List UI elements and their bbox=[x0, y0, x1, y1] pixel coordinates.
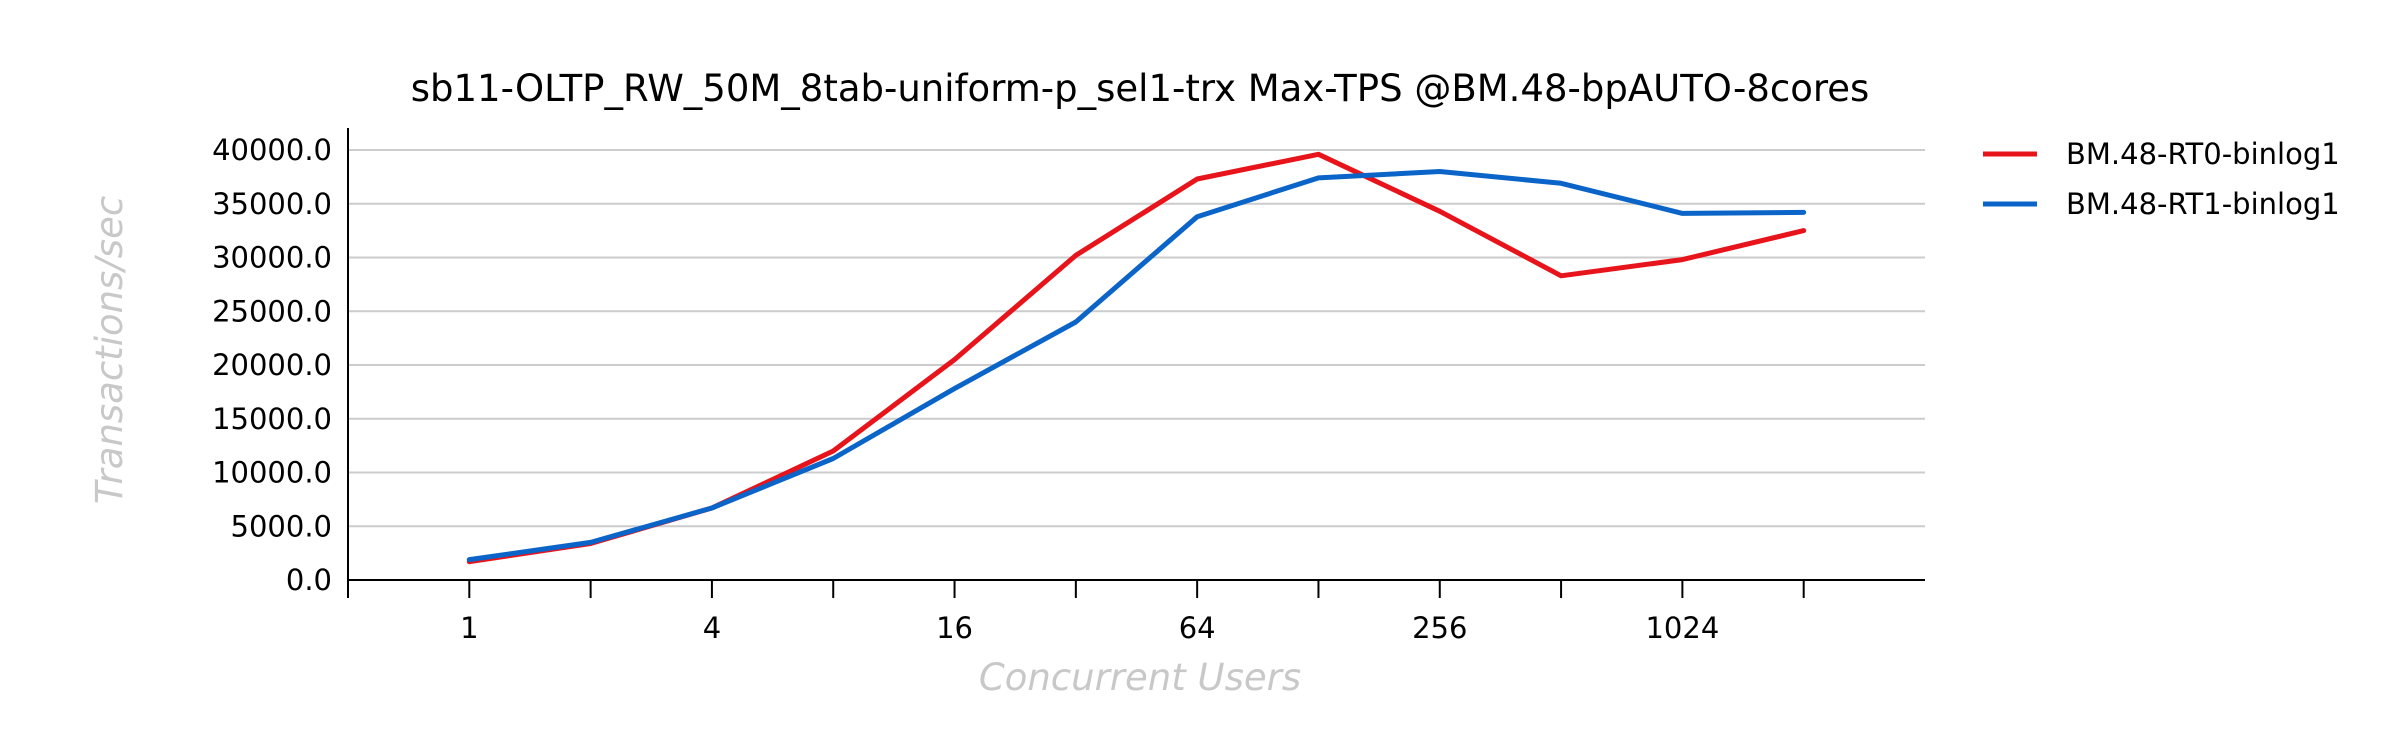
legend-label-2: BM.48-RT1-binlog1 bbox=[2066, 187, 2340, 221]
x-axis-label: Concurrent Users bbox=[979, 656, 1301, 699]
y-tick-label: 0.0 bbox=[286, 563, 332, 597]
x-tick-label: 1 bbox=[460, 611, 478, 645]
x-tick-label: 4 bbox=[703, 611, 721, 645]
y-tick-label: 5000.0 bbox=[231, 509, 332, 543]
series-lines bbox=[466, 151, 1807, 565]
chart-title: sb11-OLTP_RW_50M_8tab-uniform-p_sel1-trx… bbox=[411, 67, 1870, 110]
legend: BM.48-RT0-binlog1 BM.48-RT1-binlog1 bbox=[1983, 137, 2340, 221]
y-tick-label: 20000.0 bbox=[212, 348, 332, 382]
y-tick-label: 25000.0 bbox=[212, 294, 332, 328]
legend-label-1: BM.48-RT0-binlog1 bbox=[2066, 137, 2340, 171]
x-tick-label: 64 bbox=[1179, 611, 1216, 645]
y-tick-label: 10000.0 bbox=[212, 456, 332, 490]
x-axis-ticks: 1 4 16 64 256 1024 bbox=[347, 580, 1805, 645]
y-axis-ticks: 0.0 5000.0 10000.0 15000.0 20000.0 25000.0 300… bbox=[212, 133, 332, 597]
y-tick-label: 30000.0 bbox=[212, 241, 332, 275]
y-tick-label: 35000.0 bbox=[212, 187, 332, 221]
y-gridlines bbox=[348, 149, 1925, 528]
x-tick-label: 256 bbox=[1412, 611, 1467, 645]
y-tick-label: 15000.0 bbox=[212, 402, 332, 436]
series-line-1 bbox=[466, 151, 1807, 565]
y-tick-label: 40000.0 bbox=[212, 133, 332, 167]
y-axis-label: Transactions/sec bbox=[88, 196, 131, 504]
series-line-2 bbox=[466, 169, 1807, 563]
x-tick-label: 16 bbox=[936, 611, 973, 645]
x-tick-label: 1024 bbox=[1645, 611, 1719, 645]
